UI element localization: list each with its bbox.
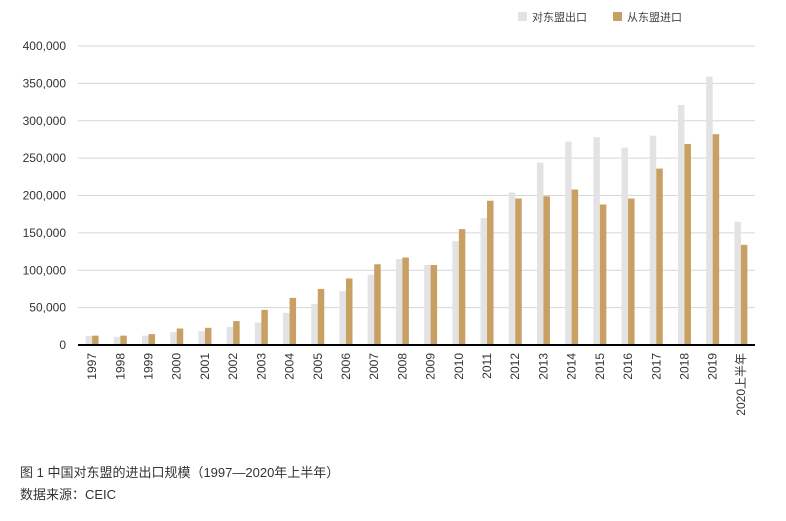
import-bar-2019 xyxy=(712,134,720,345)
export-bar-2008 xyxy=(395,259,403,345)
x-tick-label: 2002 xyxy=(226,353,240,380)
y-axis-ticks: 0 50,000 100,000 150,000 200,000 250,000 300,0… xyxy=(23,39,67,352)
export-bar-2011 xyxy=(480,217,488,345)
export-bar-2006 xyxy=(339,291,346,345)
import-bar-2017 xyxy=(656,168,663,345)
import-bar-2015 xyxy=(599,204,607,345)
export-bar-2010 xyxy=(452,241,459,345)
export-bar-2019 xyxy=(706,76,713,346)
x-tick-label: 1999 xyxy=(142,353,156,380)
import-bar-1997 xyxy=(92,335,99,345)
x-tick-label: 2011 xyxy=(480,353,494,379)
y-tick-label: 400,000 xyxy=(23,39,67,53)
y-gridlines xyxy=(78,45,755,309)
chart-legend: 对东盟出口 从东盟进口 xyxy=(518,10,682,24)
import-bar-2001 xyxy=(204,327,212,345)
export-bar-2005 xyxy=(311,303,318,345)
import-bar-2002 xyxy=(233,321,240,345)
export-bar-2017 xyxy=(649,135,657,345)
legend-label: 从东盟进口 xyxy=(627,11,682,24)
x-tick-label: 2020上半年 xyxy=(734,353,748,416)
legend-label: 对东盟出口 xyxy=(532,10,587,24)
export-bar-2009 xyxy=(424,265,431,345)
legend-swatch xyxy=(613,12,622,21)
x-tick-label: 2001 xyxy=(198,353,212,380)
x-tick-label: 2010 xyxy=(452,353,466,380)
x-tick-label: 2005 xyxy=(311,353,325,380)
import-bar-2005 xyxy=(317,288,325,345)
export-bar-2002 xyxy=(226,327,234,345)
y-tick-label: 100,000 xyxy=(23,263,67,277)
export-bar-1997 xyxy=(85,336,93,345)
x-tick-label: 2019 xyxy=(706,353,720,380)
import-bar-2020上半年 xyxy=(740,244,748,345)
figure-caption: 图 1 中国对东盟的进出口规模（1997—2020年上半年） xyxy=(20,465,340,480)
x-tick-label: 2003 xyxy=(254,353,268,380)
x-tick-label: 1998 xyxy=(113,353,127,380)
export-bar-2000 xyxy=(170,331,177,345)
x-axis-ticks: 1997 1998 1999 2000 2001 2002 2003 2004 2005 2006… xyxy=(85,353,748,416)
y-tick-label: 150,000 xyxy=(23,226,67,240)
import-bar-2010 xyxy=(458,229,466,345)
y-tick-label: 250,000 xyxy=(23,151,67,165)
export-bar-1999 xyxy=(142,335,149,345)
import-bar-2009 xyxy=(430,265,438,345)
x-tick-label: 2016 xyxy=(621,353,635,380)
x-tick-label: 2004 xyxy=(283,353,297,380)
export-bar-2020上半年 xyxy=(734,221,741,345)
export-bar-2013 xyxy=(536,162,544,345)
export-bar-2004 xyxy=(283,312,290,345)
export-bar-1998 xyxy=(113,336,121,345)
y-tick-label: 0 xyxy=(59,338,66,352)
x-tick-label: 2009 xyxy=(424,353,438,380)
export-bar-2014 xyxy=(565,141,572,345)
x-tick-label: 2017 xyxy=(649,353,663,380)
import-bar-2007 xyxy=(374,264,381,345)
export-bar-2018 xyxy=(677,105,685,346)
y-tick-label: 350,000 xyxy=(23,76,67,90)
import-bar-2004 xyxy=(289,297,297,345)
x-tick-label: 1997 xyxy=(85,353,99,380)
bar-series xyxy=(85,76,748,346)
import-bar-2003 xyxy=(261,309,268,345)
export-bar-2012 xyxy=(508,192,516,345)
import-bar-1998 xyxy=(120,335,127,345)
import-bar-2012 xyxy=(515,198,522,345)
x-tick-label: 2007 xyxy=(367,353,381,380)
import-bar-2016 xyxy=(628,198,635,345)
export-bar-2016 xyxy=(621,147,629,345)
x-tick-label: 2012 xyxy=(508,353,522,380)
import-bar-2006 xyxy=(345,278,353,345)
import-bar-2008 xyxy=(402,257,409,345)
legend-swatch xyxy=(518,12,527,21)
x-tick-label: 2013 xyxy=(536,353,550,380)
export-bar-2003 xyxy=(254,322,262,345)
import-bar-2011 xyxy=(487,200,494,345)
y-tick-label: 50,000 xyxy=(29,301,66,315)
import-bar-2018 xyxy=(684,143,691,345)
x-tick-label: 2014 xyxy=(565,353,579,380)
export-bar-2001 xyxy=(198,331,205,345)
y-tick-label: 200,000 xyxy=(23,189,67,203)
x-tick-label: 2018 xyxy=(677,353,691,380)
export-bar-2007 xyxy=(367,274,375,345)
x-tick-label: 2015 xyxy=(593,353,607,380)
import-bar-2014 xyxy=(571,189,579,345)
import-bar-2013 xyxy=(543,196,550,345)
import-bar-2000 xyxy=(176,328,184,345)
x-tick-label: 2008 xyxy=(395,353,409,380)
x-tick-label: 2006 xyxy=(339,353,353,380)
import-bar-1999 xyxy=(148,334,156,345)
x-tick-label: 2000 xyxy=(170,353,184,380)
data-source: 数据来源：CEIC xyxy=(20,487,117,502)
export-bar-2015 xyxy=(593,137,600,345)
y-tick-label: 300,000 xyxy=(23,114,67,128)
